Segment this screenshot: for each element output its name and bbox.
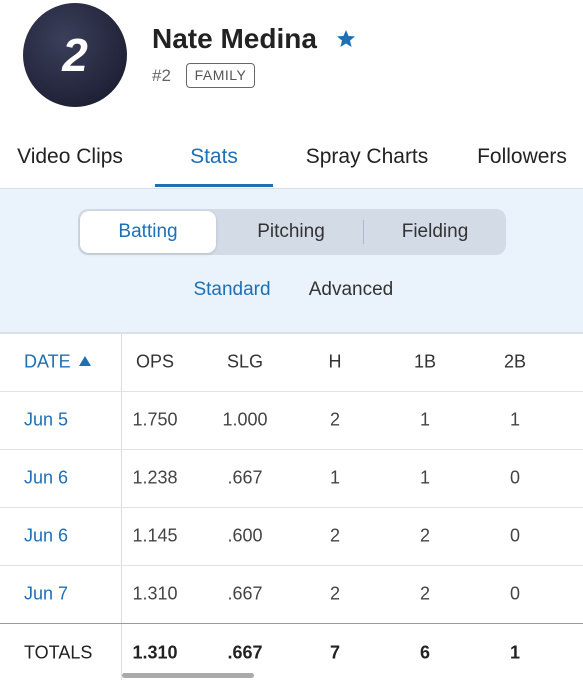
- star-icon: [337, 30, 355, 47]
- column-header[interactable]: 2B: [503, 351, 527, 372]
- stat-value: 1.000: [222, 409, 268, 430]
- stat-value: 1: [509, 409, 521, 430]
- row-divider: [0, 333, 583, 334]
- segment-selected: [80, 211, 216, 253]
- stat-value: 1: [419, 409, 431, 430]
- stat-value: 0: [509, 467, 521, 488]
- stat-value: 2: [329, 525, 341, 546]
- row-date[interactable]: Jun 6: [24, 525, 69, 546]
- tab[interactable]: Stats: [190, 145, 238, 168]
- stat-value: 1.145: [132, 525, 178, 546]
- total-value: 6: [419, 642, 431, 663]
- stat-value: 0: [509, 525, 521, 546]
- scroll-indicator: [122, 673, 254, 678]
- badge: FAMILY: [186, 63, 255, 88]
- column-header[interactable]: SLG: [226, 351, 264, 372]
- column-header[interactable]: OPS: [135, 351, 175, 372]
- segment[interactable]: Batting: [118, 221, 178, 242]
- row-date[interactable]: Jun 5: [24, 409, 69, 430]
- tab[interactable]: Spray Charts: [305, 145, 429, 168]
- stat-value: .667: [227, 467, 263, 488]
- total-value: .667: [227, 642, 263, 663]
- segment[interactable]: Fielding: [401, 221, 469, 242]
- tab[interactable]: Video Clips: [17, 145, 123, 168]
- row-divider: [0, 507, 583, 508]
- tab-indicator: [155, 184, 273, 187]
- tab[interactable]: Followers: [477, 145, 567, 168]
- column-divider: [121, 333, 122, 680]
- stat-value: 1.750: [132, 409, 178, 430]
- total-value: 1: [509, 642, 521, 663]
- stat-value: 1.238: [132, 467, 178, 488]
- stat-value: 2: [419, 525, 431, 546]
- stat-value: 2: [329, 583, 341, 604]
- stat-value: 0: [509, 583, 521, 604]
- player-number: #2: [152, 66, 171, 85]
- column-header[interactable]: H: [328, 351, 342, 372]
- sort-icon: [79, 356, 91, 366]
- column-header[interactable]: DATE: [24, 351, 71, 372]
- segment[interactable]: Pitching: [257, 221, 325, 242]
- column-header[interactable]: 1B: [413, 351, 437, 372]
- avatar: [23, 3, 127, 107]
- row-divider: [0, 391, 583, 392]
- row-divider: [0, 623, 583, 624]
- row-divider: [0, 449, 583, 450]
- avatar-number: 2: [62, 29, 88, 81]
- subtab[interactable]: Advanced: [308, 279, 394, 300]
- row-divider: [0, 565, 583, 566]
- stat-value: 1: [329, 467, 341, 488]
- stat-value: 2: [329, 409, 341, 430]
- subtab[interactable]: Standard: [193, 279, 271, 300]
- stat-value: 1.310: [132, 583, 178, 604]
- total-value: TOTALS: [24, 642, 93, 663]
- total-value: 1.310: [132, 642, 178, 663]
- segment-divider: [363, 220, 364, 244]
- row-date[interactable]: Jun 7: [24, 583, 69, 604]
- stat-value: 1: [419, 467, 431, 488]
- row-date[interactable]: Jun 6: [24, 467, 69, 488]
- total-value: 7: [329, 642, 341, 663]
- stat-value: .667: [227, 583, 263, 604]
- player-name: Nate Medina: [152, 23, 317, 54]
- stat-value: .600: [227, 525, 263, 546]
- stat-value: 2: [419, 583, 431, 604]
